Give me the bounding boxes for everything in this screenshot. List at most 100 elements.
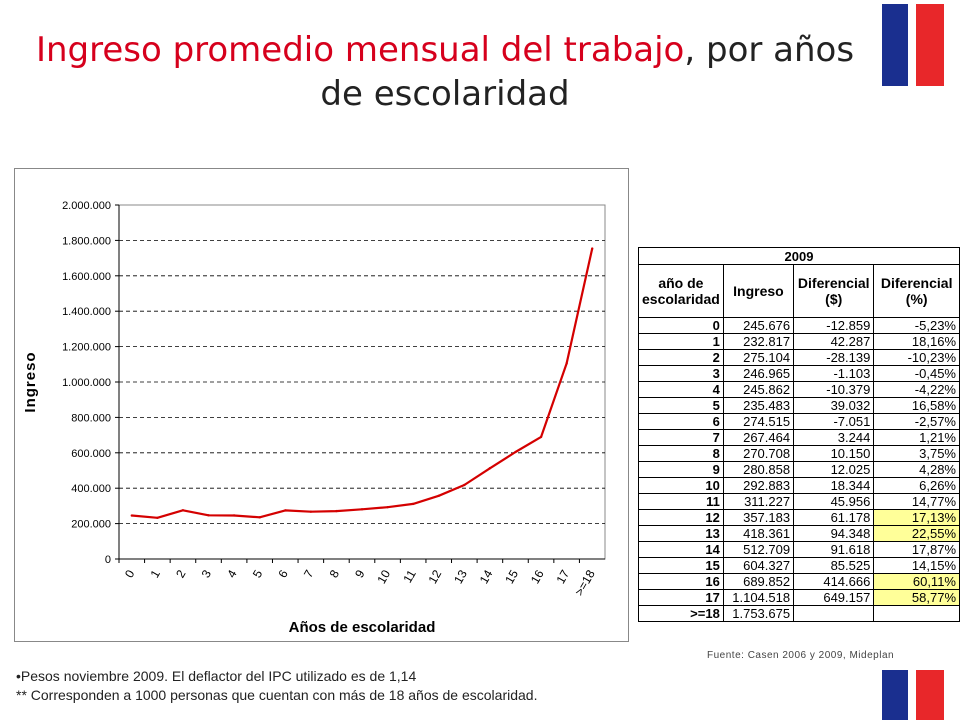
table-header-3: Diferencial (%) [873, 264, 960, 318]
y-tick-label: 0 [105, 554, 111, 566]
table-cell-dif: 85.525 [793, 557, 875, 574]
table-cell-year: 5 [638, 397, 724, 414]
y-tick-label: 400.000 [71, 483, 111, 495]
table-cell-pct: 14,77% [873, 493, 960, 510]
x-tick-label: 16 [528, 567, 547, 586]
table-cell-dif: 18.344 [793, 477, 875, 494]
table-cell-ingreso: 311.227 [722, 493, 795, 510]
table-cell-pct: 1,21% [873, 429, 960, 446]
table-cell-ingreso: 292.883 [722, 477, 795, 494]
table-cell-year: 2 [638, 349, 724, 366]
table-cell-ingreso: 280.858 [722, 461, 795, 478]
table-cell-dif: -1.103 [793, 365, 875, 382]
table-cell-pct: -10,23% [873, 349, 960, 366]
y-tick-label: 1.400.000 [62, 306, 111, 318]
table-cell-pct: 16,58% [873, 397, 960, 414]
table-cell-dif: 94.348 [793, 525, 875, 542]
x-axis-label: Años de escolaridad [289, 619, 436, 636]
data-point [539, 435, 543, 439]
x-tick-label: 17 [553, 567, 572, 586]
y-tick-label: 200.000 [71, 519, 111, 531]
footnotes: •Pesos noviembre 2009. El deflactor del … [16, 667, 537, 705]
data-point [181, 509, 185, 512]
table-cell-pct: 17,13% [873, 509, 960, 526]
table-cell-pct: -5,23% [873, 317, 960, 334]
table-cell-ingreso: 418.361 [722, 525, 795, 542]
table-cell-pct [873, 605, 960, 622]
table-row: 8 270.708 10.150 3,75% [638, 445, 960, 462]
table-cell-ingreso: 245.676 [722, 317, 795, 334]
table-cell-ingreso: 267.464 [722, 429, 795, 446]
table-cell-ingreso: 512.709 [722, 541, 795, 558]
y-tick-label: 2.000.000 [62, 200, 111, 212]
x-tick-label: 12 [426, 567, 445, 586]
table-header-1: Ingreso [722, 264, 795, 318]
chile-flag-logo-bottom [882, 670, 944, 720]
data-point [284, 509, 287, 512]
table-row: 14 512.709 91.618 17,87% [638, 541, 960, 558]
table-cell-dif: -10.379 [793, 381, 875, 398]
table-cell-pct: 6,26% [873, 477, 960, 494]
table-title: 2009 [638, 247, 960, 265]
x-tick-label: 14 [477, 567, 496, 586]
y-tick-label: 1.600.000 [62, 271, 111, 283]
y-tick-label: 1.200.000 [62, 342, 111, 354]
table-cell-pct: 60,11% [873, 573, 960, 590]
data-point [591, 247, 594, 250]
footnote-1: •Pesos noviembre 2009. El deflactor del … [16, 668, 417, 684]
x-tick-label: 8 [327, 567, 343, 580]
table-cell-dif: 10.150 [793, 445, 875, 462]
table-cell-dif: 12.025 [793, 461, 875, 478]
x-tick-label: 1 [147, 567, 163, 580]
table-row: 13 418.361 94.348 22,55% [638, 525, 960, 542]
table-cell-dif: -28.139 [793, 349, 875, 366]
table-row: 4 245.862 -10.379 -4,22% [638, 381, 960, 398]
data-point [386, 505, 389, 509]
x-tick-label: 15 [502, 567, 521, 586]
table-row: 10 292.883 18.344 6,26% [638, 477, 960, 494]
table-cell-year: 11 [638, 493, 724, 510]
table-row: 1 232.817 42.287 18,16% [638, 333, 960, 350]
table-cell-ingreso: 604.327 [722, 557, 795, 574]
table-row: 11 311.227 45.956 14,77% [638, 493, 960, 510]
income-chart: 0 200.000 400.000 600.000 800.000 1.000.000 1.… [14, 168, 629, 642]
table-cell-ingreso: 235.483 [722, 397, 795, 414]
table-cell-dif: -12.859 [793, 317, 875, 334]
table-cell-pct: -4,22% [873, 381, 960, 398]
data-point [360, 508, 364, 511]
data-point [156, 516, 159, 519]
y-tick-label: 600.000 [71, 448, 111, 460]
table-row: 9 280.858 12.025 4,28% [638, 461, 960, 478]
income-line-chart: 0 200.000 400.000 600.000 800.000 1.000.000 1.… [22, 200, 606, 636]
table-cell-dif: 91.618 [793, 541, 875, 558]
data-point [309, 510, 313, 513]
table-cell-year: 12 [638, 509, 724, 526]
table-row: 17 1.104.518 649.157 58,77% [638, 589, 960, 606]
table-cell-pct: 3,75% [873, 445, 960, 462]
table-cell-year: 7 [638, 429, 724, 446]
table-cell-ingreso: 232.817 [722, 333, 795, 350]
table-cell-year: 4 [638, 381, 724, 398]
table-cell-dif [793, 605, 875, 622]
table-cell-dif: 42.287 [793, 333, 875, 350]
data-point [514, 450, 517, 454]
table-row: >=18 1.753.675 [638, 605, 960, 622]
x-tick-label: 11 [400, 567, 419, 585]
data-point [463, 483, 466, 487]
x-tick-label: 7 [301, 567, 317, 580]
table-cell-ingreso: 274.515 [722, 413, 795, 430]
table-cell-year: 17 [638, 589, 724, 606]
x-tick-label: 9 [352, 567, 368, 580]
table-row: 3 246.965 -1.103 -0,45% [638, 365, 960, 382]
table-cell-ingreso: 1.753.675 [722, 605, 795, 622]
y-tick-label: 1.000.000 [62, 377, 111, 389]
x-tick-label: 2 [173, 567, 189, 580]
table-cell-pct: 4,28% [873, 461, 960, 478]
table-row: 7 267.464 3.244 1,21% [638, 429, 960, 446]
table-header-0: año de escolaridad [638, 264, 724, 318]
table-cell-pct: 17,87% [873, 541, 960, 558]
table-cell-dif: 649.157 [793, 589, 875, 606]
table-cell-dif: 61.178 [793, 509, 875, 526]
x-tick-label: 4 [224, 567, 240, 580]
table-cell-year: 13 [638, 525, 724, 542]
